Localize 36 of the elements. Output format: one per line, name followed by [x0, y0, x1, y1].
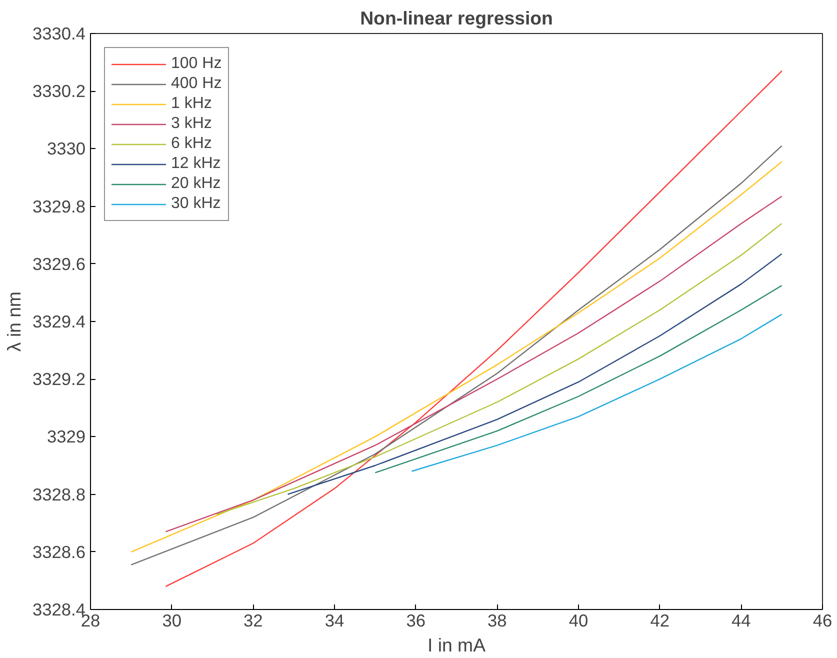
line-series [374, 284, 782, 474]
legend-label: 20 kHz [171, 174, 221, 194]
legend-label: 100 Hz [171, 54, 222, 74]
y-tick-label: 3329.8 [32, 196, 86, 216]
y-tick-label: 3330.4 [32, 24, 86, 44]
x-tick-label: 46 [812, 610, 832, 630]
x-tick-label: 36 [406, 610, 426, 630]
legend-label: 6 kHz [171, 134, 212, 154]
legend-label: 400 Hz [171, 74, 222, 94]
y-tick-label: 3330.2 [32, 81, 86, 102]
y-tick-label: 3329.6 [32, 254, 86, 274]
y-tick-label: 3328.8 [32, 484, 86, 504]
y-axis-title: λ in nm [4, 291, 24, 352]
legend-label: 12 kHz [171, 154, 221, 174]
x-tick-label: 34 [324, 610, 344, 630]
legend-label: 3 kHz [171, 114, 212, 134]
x-tick-label: 32 [244, 610, 263, 630]
y-tick-label: 3330 [46, 138, 86, 159]
x-tick-label: 44 [732, 610, 752, 630]
legend-label: 30 kHz [171, 194, 221, 214]
x-tick-label: 40 [568, 610, 588, 630]
y-tick-label: 3329.2 [32, 369, 86, 390]
legend-label: 1 kHz [171, 94, 212, 114]
line-series [165, 70, 782, 588]
x-tick-label: 38 [488, 610, 507, 630]
line-series [216, 222, 782, 516]
y-tick-label: 3329.4 [32, 312, 86, 332]
chart-title: Non-linear regression [360, 8, 553, 28]
line-series [287, 253, 782, 495]
y-tick-label: 3328.6 [32, 542, 86, 562]
line-series [165, 196, 782, 532]
x-tick-label: 30 [162, 610, 182, 630]
x-axis-title: I in mA [427, 634, 486, 656]
y-tick-label: 3329 [46, 426, 86, 447]
line-series [411, 314, 782, 472]
x-tick-label: 42 [650, 610, 670, 630]
